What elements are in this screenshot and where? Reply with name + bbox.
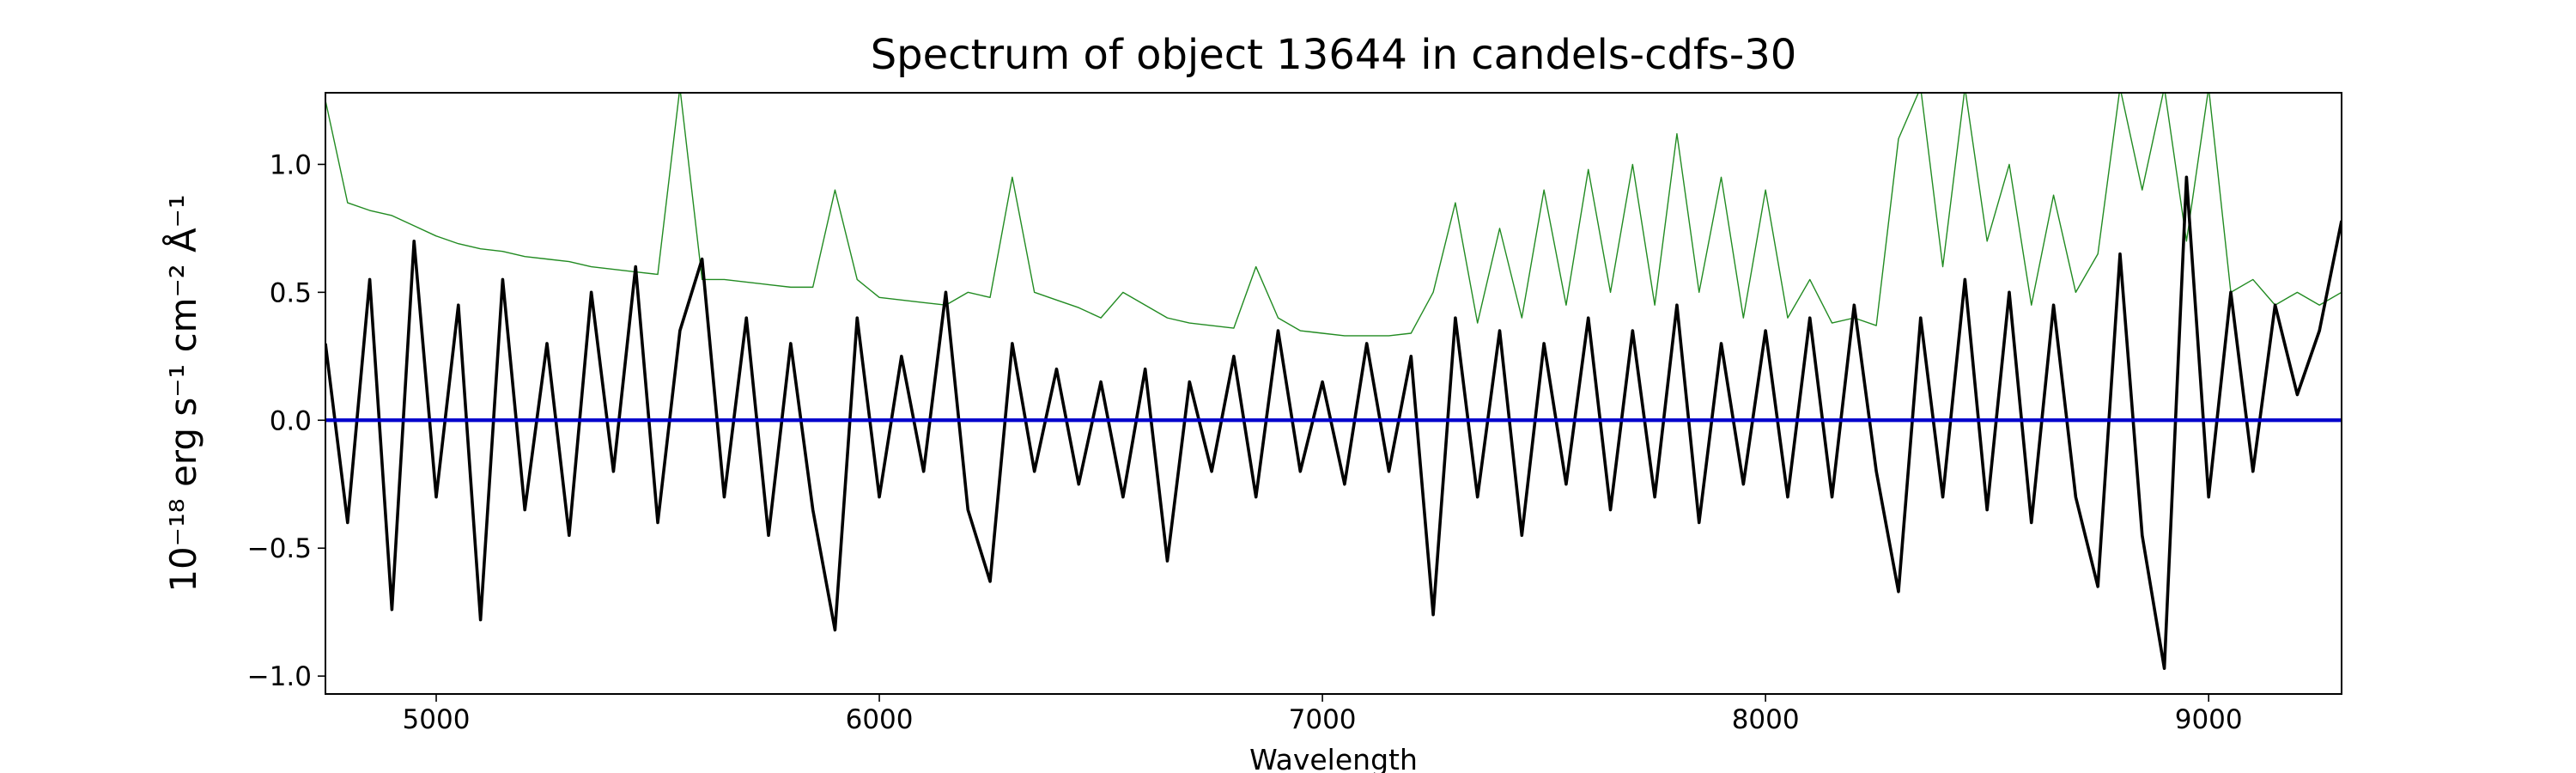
y-tick-label: −0.5 [247, 533, 312, 564]
y-tick-label: 0.5 [270, 277, 312, 308]
x-axis-label: Wavelength [1249, 743, 1418, 773]
spectrum-line [325, 175, 2342, 671]
x-tick-label: 6000 [846, 704, 914, 735]
chart-title: Spectrum of object 13644 in candels-cdfs… [871, 31, 1797, 79]
y-tick-label: 1.0 [270, 149, 312, 180]
y-tick-label: −1.0 [247, 661, 312, 692]
x-tick-label: 7000 [1289, 704, 1357, 735]
y-tick-label: 0.0 [270, 405, 312, 436]
x-tick-label: 8000 [1732, 704, 1800, 735]
x-tick-label: 5000 [403, 704, 471, 735]
x-tick-label: 9000 [2175, 704, 2243, 735]
spectrum-line [325, 93, 2342, 337]
axes-frame [325, 92, 2342, 695]
plot-area [325, 93, 2342, 671]
y-axis-label: 10⁻¹⁸ erg s⁻¹ cm⁻² Å⁻¹ [161, 194, 204, 592]
